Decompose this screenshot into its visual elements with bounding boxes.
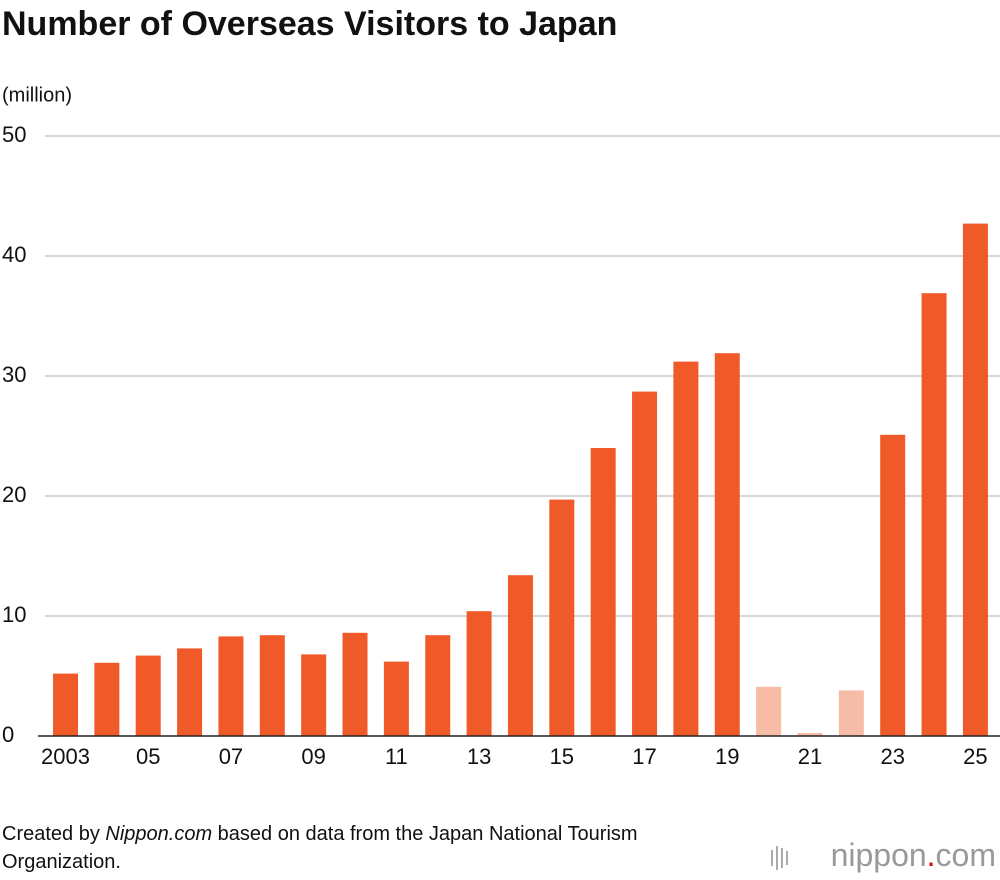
bar [425, 635, 451, 736]
bar [880, 434, 906, 736]
y-axis-label: (million) [2, 84, 72, 106]
x-tick-label: 25 [963, 744, 987, 769]
bar [673, 361, 699, 736]
bar [838, 690, 864, 736]
bar [507, 575, 533, 736]
logo-part: nippon [831, 837, 927, 873]
logo-icon [771, 846, 788, 870]
bar [259, 635, 285, 736]
logo: nippon.com [831, 837, 996, 873]
bar [590, 448, 616, 736]
x-tick-label: 21 [798, 744, 822, 769]
x-tick-label: 09 [301, 744, 325, 769]
x-tick-label: 19 [715, 744, 739, 769]
bar [177, 648, 203, 736]
source-site: Nippon.com [105, 823, 213, 845]
bar [797, 733, 823, 736]
bar [135, 655, 161, 736]
bar [632, 391, 658, 736]
x-tick-label: 13 [467, 744, 491, 769]
logo-dot: . [927, 837, 936, 873]
y-tick-label: 40 [2, 242, 26, 267]
bar [342, 632, 368, 736]
source-note: Created by Nippon.com based on data from… [2, 820, 732, 876]
y-tick-label: 20 [2, 482, 26, 507]
bar [53, 673, 78, 736]
source-text: Created by [2, 823, 106, 845]
bar [218, 636, 244, 736]
x-tick-label: 05 [136, 744, 160, 769]
x-tick-label: 15 [550, 744, 574, 769]
source-text: based on data from the Japan National To… [2, 823, 638, 873]
bar [714, 353, 740, 736]
bar [383, 661, 409, 736]
y-tick-label: 30 [2, 362, 26, 387]
x-tick-label: 11 [385, 744, 408, 769]
x-tick-label: 2003 [41, 744, 90, 769]
y-tick-label: 0 [2, 722, 14, 747]
logo-part: com [936, 837, 996, 873]
bar [301, 654, 327, 736]
x-tick-label: 17 [632, 744, 656, 769]
bar [94, 662, 120, 736]
bar [549, 499, 575, 736]
x-tick-label: 23 [880, 744, 904, 769]
x-tick-label: 07 [219, 744, 243, 769]
chart-title: Number of Overseas Visitors to Japan [2, 5, 617, 43]
bar [466, 611, 492, 736]
y-tick-label: 50 [2, 122, 26, 147]
bar [756, 686, 782, 736]
bar [962, 223, 988, 737]
bar [921, 293, 947, 736]
y-tick-label: 10 [2, 602, 26, 627]
